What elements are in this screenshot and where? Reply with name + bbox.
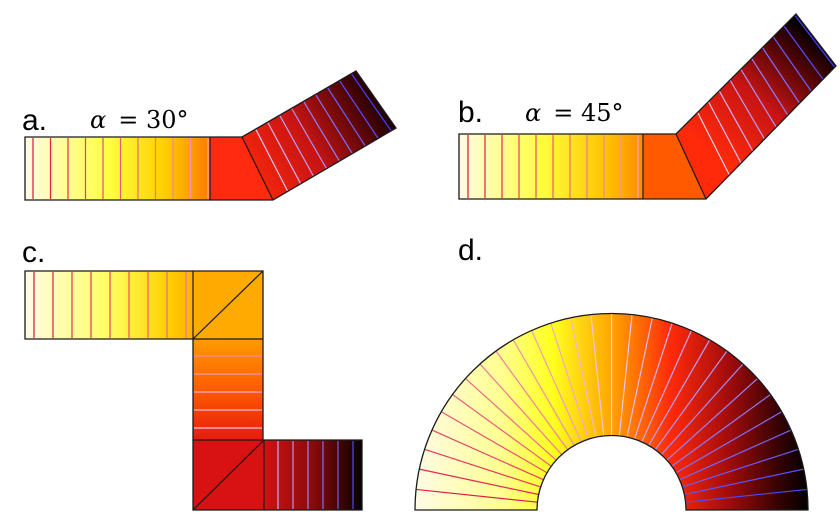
- panel-d: d.: [414, 234, 809, 511]
- isoline: [641, 330, 692, 443]
- panel-b-angle-value: = 45°: [553, 99, 623, 127]
- isoline: [424, 448, 541, 488]
- panel-c-label: c.: [22, 236, 45, 269]
- isoline: [761, 47, 801, 104]
- isoline: [267, 121, 302, 185]
- isoline: [660, 363, 744, 456]
- panel-c-bottom-section: [264, 440, 362, 510]
- panel-c-top-section: [25, 271, 193, 339]
- panel-c-seam: [192, 439, 265, 511]
- panel-b: b. α = 45°: [458, 13, 837, 200]
- isoline: [740, 68, 777, 128]
- isoline: [618, 314, 633, 436]
- panel-a-angle-symbol: α: [90, 106, 106, 134]
- panel-b-isolines: [467, 14, 836, 198]
- isoline: [419, 468, 539, 496]
- isoline: [590, 314, 605, 436]
- isoline: [648, 339, 711, 446]
- isoline: [338, 80, 379, 139]
- isoline: [255, 128, 289, 192]
- isoline: [772, 36, 812, 92]
- isoline: [431, 429, 544, 481]
- panel-a-bend-section: [210, 137, 273, 200]
- panel-b-seam: [675, 133, 707, 200]
- isoline: [794, 14, 836, 68]
- panel-c-vertical-section: [193, 339, 263, 440]
- isoline: [783, 25, 824, 80]
- panel-a-seam: [241, 136, 274, 201]
- isoline: [495, 350, 569, 451]
- isoline: [550, 322, 590, 440]
- panel-a-angle: α = 30°: [90, 106, 189, 134]
- isoline: [315, 94, 353, 154]
- isoline: [729, 79, 766, 140]
- isoline: [707, 101, 742, 164]
- isoline: [279, 114, 315, 177]
- panel-b-straight-section: [459, 134, 643, 199]
- isoline: [666, 378, 758, 461]
- isoline: [303, 101, 340, 162]
- isoline: [679, 429, 792, 481]
- panel-c: c.: [22, 236, 363, 511]
- isoline: [671, 394, 771, 467]
- panel-d-label: d.: [458, 234, 483, 267]
- isoline: [479, 363, 563, 456]
- panel-a: a. α = 30°: [22, 70, 397, 201]
- isoline: [633, 322, 673, 440]
- panel-d-isolines: [416, 313, 807, 503]
- isoline: [512, 339, 575, 446]
- panel-b-angle: α = 45°: [525, 99, 624, 127]
- isoline: [350, 73, 392, 132]
- isoline: [416, 488, 538, 503]
- isoline: [452, 394, 552, 467]
- isoline: [685, 488, 807, 503]
- panel-a-straight-section: [25, 137, 210, 200]
- panel-b-bend-section: [643, 134, 706, 199]
- isoline: [718, 90, 754, 152]
- panel-b-label: b.: [458, 96, 483, 129]
- isoline: [531, 330, 582, 443]
- isoline: [326, 87, 366, 147]
- panel-c-isolines: [33, 272, 354, 509]
- isoline: [654, 350, 728, 451]
- isoline: [751, 58, 789, 116]
- isoline: [570, 317, 597, 438]
- panel-d-outline: [414, 312, 809, 511]
- panel-b-angle-symbol: α: [525, 99, 541, 127]
- isoline: [675, 411, 782, 474]
- isoline: [684, 468, 804, 496]
- panel-a-isolines: [32, 73, 392, 199]
- isoline: [682, 448, 799, 488]
- isoline: [626, 317, 653, 438]
- panel-a-angle-value: = 30°: [118, 106, 188, 134]
- isoline: [291, 107, 328, 169]
- panel-a-angled-section: [242, 71, 396, 200]
- panel-c-outline: [24, 270, 363, 511]
- panel-b-angled-section: [676, 14, 836, 199]
- panel-c-seam: [192, 270, 264, 340]
- panel-a-label: a.: [22, 104, 47, 137]
- isoline: [441, 411, 548, 474]
- isoline: [465, 378, 557, 461]
- isoline: [697, 112, 730, 176]
